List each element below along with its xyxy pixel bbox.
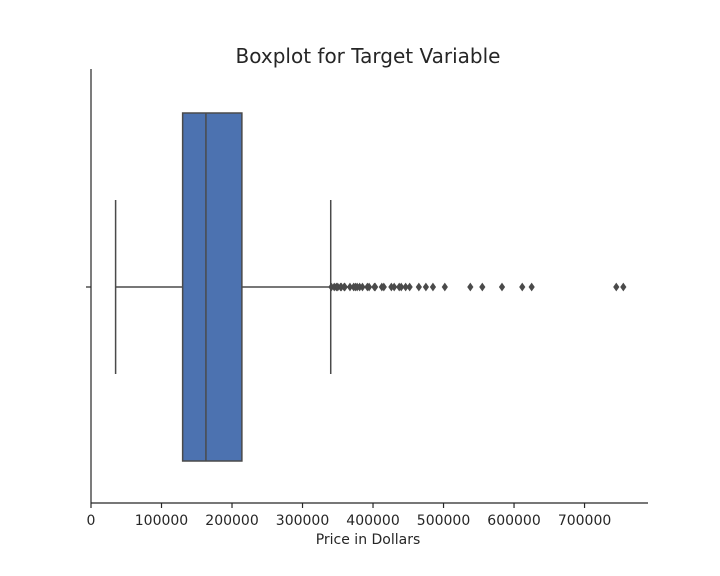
outlier-point xyxy=(380,282,387,292)
plot-area: 0 100000 200000 300000 400000 500000 600000 700… xyxy=(86,69,648,529)
outlier-point xyxy=(415,282,422,292)
outlier-point xyxy=(441,282,448,292)
outlier-point xyxy=(613,282,620,292)
outlier-point xyxy=(406,282,413,292)
x-tick-label: 400000 xyxy=(346,513,399,529)
chart-title: Boxplot for Target Variable xyxy=(236,44,501,68)
x-tick-label: 300000 xyxy=(276,513,329,529)
x-tick-label: 0 xyxy=(87,513,96,529)
x-tick-label: 700000 xyxy=(558,513,611,529)
outlier-point xyxy=(519,282,526,292)
x-tick-label: 600000 xyxy=(487,513,540,529)
outlier-point xyxy=(341,282,348,292)
x-axis-label: Price in Dollars xyxy=(316,532,421,548)
iqr-box xyxy=(181,112,243,462)
outlier-point xyxy=(498,282,506,292)
outlier-point xyxy=(391,282,398,292)
x-tick-label: 200000 xyxy=(205,513,258,529)
outlier-point xyxy=(365,282,373,292)
x-tick-label: 500000 xyxy=(417,513,470,529)
outlier-point xyxy=(528,282,535,292)
outlier-point xyxy=(479,282,486,292)
outlier-point xyxy=(620,282,627,292)
outlier-point xyxy=(422,282,430,292)
x-tick-label: 100000 xyxy=(135,513,188,529)
outlier-point xyxy=(398,282,405,292)
outlier-point xyxy=(359,282,366,292)
outlier-point xyxy=(372,282,379,292)
outlier-point xyxy=(467,282,474,292)
outlier-point xyxy=(429,282,437,292)
